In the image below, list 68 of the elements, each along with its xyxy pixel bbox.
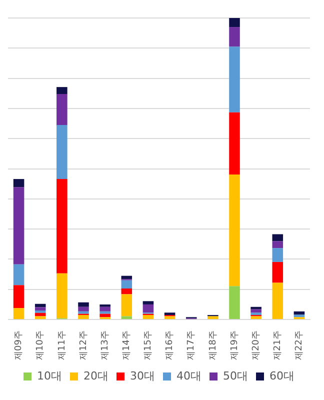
bar	[13, 285, 24, 308]
legend-label: 50대	[222, 369, 248, 382]
bar	[56, 273, 68, 318]
x-tick-label: 제09주	[14, 330, 24, 360]
x-tick-label: 제16주	[165, 330, 176, 360]
bar	[34, 307, 46, 310]
bar	[250, 306, 262, 310]
bar	[272, 234, 284, 242]
legend-label: 10대	[37, 369, 62, 382]
bar	[229, 27, 240, 47]
x-tick-label: 제11주	[57, 330, 68, 360]
bar	[34, 316, 46, 320]
bar	[272, 241, 284, 248]
bar	[13, 264, 24, 286]
bar	[294, 314, 305, 318]
bar	[208, 316, 218, 320]
bar	[13, 308, 24, 320]
bar	[164, 316, 176, 320]
bar	[121, 280, 132, 288]
bar	[78, 315, 89, 320]
bar	[34, 304, 46, 308]
x-tick-label: 제13주	[100, 330, 110, 360]
legend-label: 40대	[176, 369, 202, 382]
x-tick-label: 제20주	[251, 330, 262, 360]
legend-label: 20대	[84, 369, 109, 382]
bar	[272, 248, 284, 262]
bar	[142, 301, 154, 304]
bar	[78, 302, 89, 307]
x-tick-label: 제15주	[144, 330, 154, 360]
bar	[229, 286, 240, 320]
bar	[272, 282, 284, 320]
bar	[34, 312, 46, 316]
bar	[100, 306, 110, 312]
bar	[13, 187, 24, 264]
bar	[100, 314, 110, 318]
bar	[142, 304, 154, 313]
bar	[164, 312, 176, 316]
bar	[229, 18, 240, 28]
bar	[229, 46, 240, 112]
bar	[229, 112, 240, 175]
x-tick-label: 제18주	[208, 330, 218, 360]
x-tick-label: 제10주	[36, 330, 46, 360]
bar	[121, 294, 132, 316]
bar	[272, 262, 284, 283]
bar	[250, 316, 262, 320]
bar	[250, 309, 262, 313]
bar	[56, 179, 68, 274]
x-tick-label: 제21주	[272, 330, 283, 360]
x-tick-label: 제12주	[78, 330, 89, 360]
x-tick-label: 제19주	[230, 330, 240, 360]
x-tick-label: 제14주	[122, 330, 132, 360]
bar	[56, 125, 68, 180]
bar	[121, 316, 132, 320]
legend-label: 30대	[130, 369, 156, 382]
bar	[229, 174, 240, 286]
legend-label: 60대	[269, 369, 294, 382]
bar	[78, 306, 89, 312]
x-tick-label: 제17주	[186, 330, 197, 360]
bar	[13, 179, 24, 188]
bar	[142, 315, 154, 320]
bar	[78, 311, 89, 314]
bar	[56, 94, 68, 126]
bar	[121, 288, 132, 294]
bar	[56, 87, 68, 94]
bar	[250, 312, 262, 316]
bar	[100, 304, 110, 307]
x-tick-label: 제22주	[294, 330, 305, 360]
bar	[100, 311, 110, 314]
